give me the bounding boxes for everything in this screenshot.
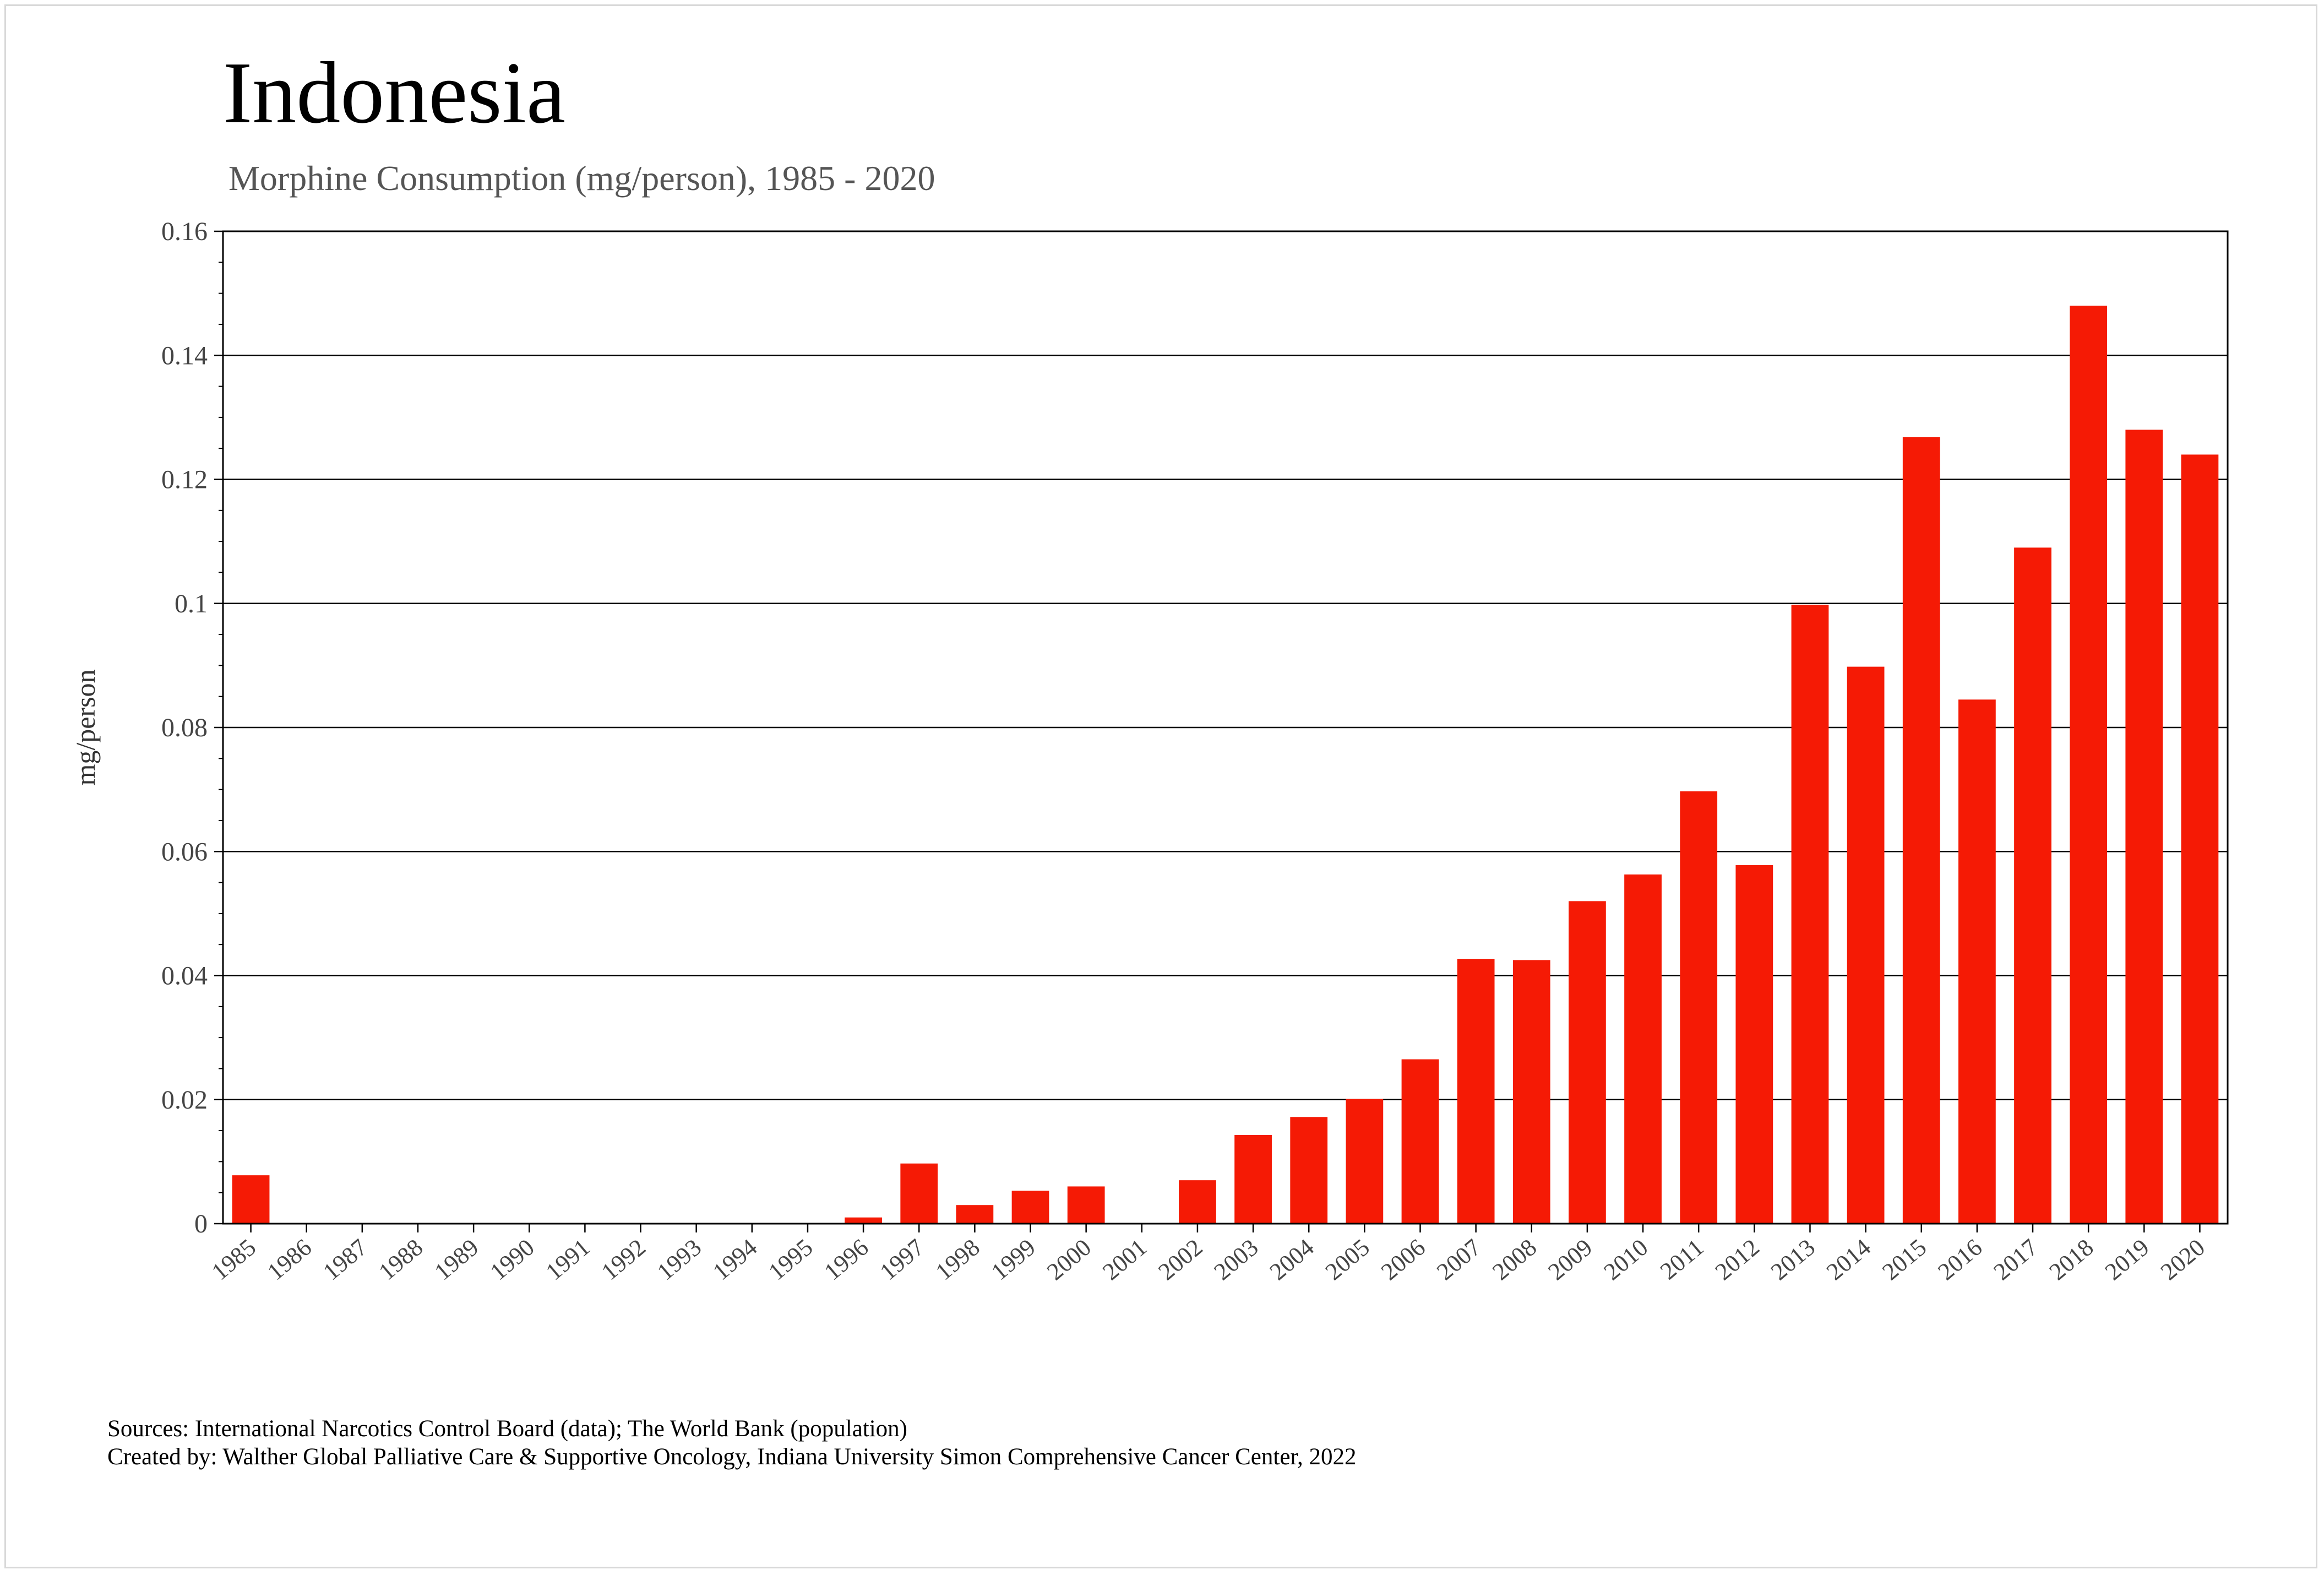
chart-subtitle: Morphine Consumption (mg/person), 1985 -… — [228, 159, 935, 198]
y-tick-label: 0.1 — [175, 589, 208, 618]
bar-2000 — [1067, 1186, 1105, 1224]
y-tick-label: 0.02 — [161, 1085, 208, 1115]
x-tick-label: 1995 — [763, 1234, 818, 1285]
bar-2011 — [1680, 791, 1718, 1224]
x-tick-label: 2003 — [1209, 1234, 1264, 1285]
x-tick-label: 1998 — [930, 1234, 985, 1285]
bar-2006 — [1401, 1059, 1439, 1224]
x-tick-label: 1990 — [485, 1234, 540, 1285]
created-by-note: Created by: Walther Global Palliative Ca… — [107, 1444, 1357, 1470]
x-tick-label: 1992 — [596, 1234, 651, 1285]
x-tick-label: 2005 — [1320, 1234, 1375, 1285]
bar-1985 — [232, 1175, 270, 1224]
y-axis-ticks: 0 0.02 0.04 0.06 0.08 0.1 0.12 0.14 0.16 — [161, 217, 223, 1239]
bar-1998 — [956, 1205, 994, 1224]
y-axis-label: mg/person — [70, 669, 101, 785]
plot-area-border — [222, 230, 2229, 1225]
sources-note: Sources: International Narcotics Control… — [107, 1416, 907, 1442]
bar-2016 — [1958, 699, 1996, 1224]
bar-1997 — [900, 1163, 938, 1224]
x-tick-label: 2008 — [1487, 1234, 1542, 1285]
bar-2019 — [2125, 430, 2163, 1224]
x-tick-label: 1993 — [652, 1234, 706, 1285]
bar-2017 — [2014, 547, 2051, 1224]
x-tick-label: 1987 — [318, 1234, 372, 1285]
x-tick-label: 1985 — [206, 1234, 261, 1285]
y-tick-label: 0.14 — [161, 341, 208, 370]
bar-2007 — [1457, 959, 1495, 1224]
bar-2005 — [1346, 1099, 1384, 1224]
bar-2003 — [1234, 1134, 1272, 1224]
bar-2010 — [1624, 874, 1662, 1224]
bar-2002 — [1179, 1180, 1216, 1224]
x-tick-label: 2020 — [2156, 1234, 2210, 1285]
x-tick-label: 1989 — [429, 1234, 484, 1285]
x-tick-label: 2019 — [2100, 1234, 2154, 1285]
x-tick-label: 2011 — [1655, 1234, 1709, 1285]
bar-2008 — [1512, 960, 1550, 1224]
bar-2018 — [2070, 306, 2108, 1224]
bars — [232, 306, 2219, 1224]
x-tick-label: 2000 — [1042, 1234, 1096, 1285]
y-tick-label: 0.16 — [161, 217, 208, 246]
x-tick-label: 2007 — [1432, 1234, 1486, 1285]
x-tick-label: 1994 — [707, 1234, 762, 1285]
x-tick-label: 1991 — [541, 1234, 595, 1285]
x-axis-ticks: 1985 1986 1987 1988 1989 1990 1991 1992 1993 1994… — [206, 1224, 2210, 1285]
y-tick-label: 0.12 — [161, 465, 208, 495]
x-tick-label: 2013 — [1766, 1234, 1820, 1285]
y-tick-label: 0.04 — [161, 962, 208, 991]
bar-2012 — [1735, 865, 1773, 1224]
bar-2004 — [1290, 1117, 1328, 1224]
x-tick-label: 2006 — [1376, 1234, 1430, 1285]
x-tick-label: 1986 — [262, 1234, 317, 1285]
bar-2020 — [2181, 454, 2219, 1224]
x-tick-label: 2002 — [1153, 1234, 1207, 1285]
x-tick-label: 2015 — [1877, 1234, 1931, 1285]
gridlines — [223, 355, 2228, 1100]
x-tick-label: 2014 — [1821, 1234, 1876, 1285]
chart-title: Indonesia — [223, 44, 565, 142]
y-tick-label: 0.08 — [161, 713, 208, 742]
x-tick-label: 1988 — [374, 1234, 428, 1285]
bar-2009 — [1569, 901, 1606, 1224]
bar-2015 — [1902, 437, 1940, 1224]
x-tick-label: 2012 — [1710, 1234, 1765, 1285]
bar-1996 — [845, 1217, 882, 1224]
y-tick-label: 0 — [194, 1209, 208, 1239]
x-tick-label: 2001 — [1097, 1234, 1152, 1285]
bar-2014 — [1847, 666, 1885, 1224]
y-tick-label: 0.06 — [161, 837, 208, 866]
x-tick-label: 2010 — [1599, 1234, 1653, 1285]
x-tick-label: 2018 — [2044, 1234, 2099, 1285]
bar-2013 — [1791, 605, 1829, 1224]
x-tick-label: 1996 — [819, 1234, 874, 1285]
x-tick-label: 1999 — [986, 1234, 1041, 1285]
bar-1999 — [1011, 1191, 1049, 1224]
x-tick-label: 2009 — [1543, 1234, 1597, 1285]
x-tick-label: 1997 — [875, 1234, 929, 1285]
x-tick-label: 2016 — [1933, 1234, 1987, 1285]
x-tick-label: 2004 — [1265, 1234, 1319, 1285]
x-tick-label: 2017 — [1989, 1234, 2043, 1285]
